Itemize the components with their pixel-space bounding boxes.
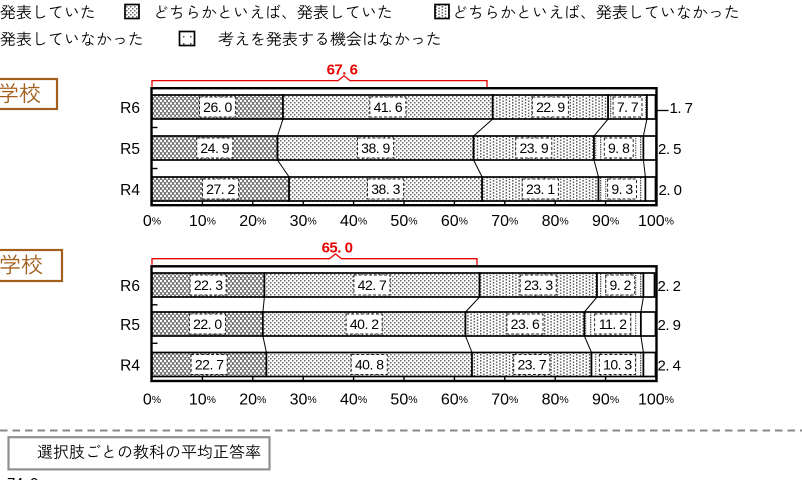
svg-text:20%: 20% — [239, 392, 266, 409]
svg-text:2. 0: 2. 0 — [659, 182, 682, 199]
svg-text:22. 0: 22. 0 — [193, 316, 222, 332]
svg-text:2. 2: 2. 2 — [658, 278, 681, 295]
svg-text:0%: 0% — [143, 392, 161, 409]
svg-text:80%: 80% — [542, 392, 569, 409]
svg-text:22. 9: 22. 9 — [536, 99, 565, 115]
svg-text:R4: R4 — [120, 357, 140, 374]
svg-text:23. 6: 23. 6 — [511, 316, 540, 332]
svg-text:90%: 90% — [592, 392, 619, 409]
svg-text:0%: 0% — [143, 213, 161, 230]
svg-text:22. 3: 22. 3 — [194, 277, 223, 293]
svg-text:40. 8: 40. 8 — [355, 357, 384, 373]
svg-text:1. 7: 1. 7 — [670, 100, 693, 117]
svg-text:2. 4: 2. 4 — [658, 357, 681, 374]
svg-text:R6: R6 — [120, 100, 140, 117]
svg-text:30%: 30% — [290, 392, 317, 409]
svg-text:70%: 70% — [491, 392, 518, 409]
svg-text:30%: 30% — [290, 213, 317, 230]
svg-text:11. 2: 11. 2 — [599, 316, 627, 332]
svg-text:10%: 10% — [189, 213, 216, 230]
svg-text:50%: 50% — [390, 392, 417, 409]
svg-text:100%: 100% — [638, 213, 674, 230]
svg-text:23. 7: 23. 7 — [517, 357, 546, 373]
svg-text:10. 3: 10. 3 — [603, 357, 632, 373]
svg-text:2. 5: 2. 5 — [658, 141, 681, 158]
svg-text:67. 6: 67. 6 — [327, 61, 358, 78]
svg-text:70%: 70% — [491, 213, 518, 230]
svg-text:R5: R5 — [120, 141, 140, 158]
svg-text:22. 7: 22. 7 — [195, 357, 224, 373]
svg-text:80%: 80% — [542, 213, 569, 230]
svg-text:R4: R4 — [120, 182, 140, 199]
svg-text:100%: 100% — [638, 392, 674, 409]
svg-text:50%: 50% — [390, 213, 417, 230]
svg-text:10%: 10% — [189, 392, 216, 409]
svg-text:41. 6: 41. 6 — [374, 99, 403, 115]
svg-text:38. 9: 38. 9 — [361, 140, 390, 156]
svg-text:7. 7: 7. 7 — [617, 99, 639, 115]
svg-text:40%: 40% — [340, 392, 367, 409]
svg-text:23. 9: 23. 9 — [519, 140, 548, 156]
svg-text:9. 8: 9. 8 — [608, 140, 630, 156]
svg-text:27. 2: 27. 2 — [206, 181, 235, 197]
svg-text:60%: 60% — [441, 392, 468, 409]
svg-text:23. 1: 23. 1 — [526, 181, 555, 197]
svg-text:90%: 90% — [592, 213, 619, 230]
svg-text:60%: 60% — [441, 213, 468, 230]
svg-text:R6: R6 — [120, 278, 140, 295]
svg-text:38. 3: 38. 3 — [371, 181, 400, 197]
svg-text:74. 0: 74. 0 — [7, 475, 38, 480]
svg-text:23. 3: 23. 3 — [524, 277, 553, 293]
svg-text:24. 9: 24. 9 — [200, 140, 229, 156]
svg-text:20%: 20% — [239, 213, 266, 230]
svg-text:65. 0: 65. 0 — [322, 240, 353, 257]
svg-text:26. 0: 26. 0 — [203, 99, 232, 115]
svg-text:2. 9: 2. 9 — [658, 317, 681, 334]
svg-text:9. 3: 9. 3 — [611, 181, 633, 197]
svg-text:42. 7: 42. 7 — [358, 277, 387, 293]
svg-text:R5: R5 — [120, 317, 140, 334]
svg-text:9. 2: 9. 2 — [610, 277, 632, 293]
svg-text:40%: 40% — [340, 213, 367, 230]
svg-text:40. 2: 40. 2 — [350, 316, 379, 332]
